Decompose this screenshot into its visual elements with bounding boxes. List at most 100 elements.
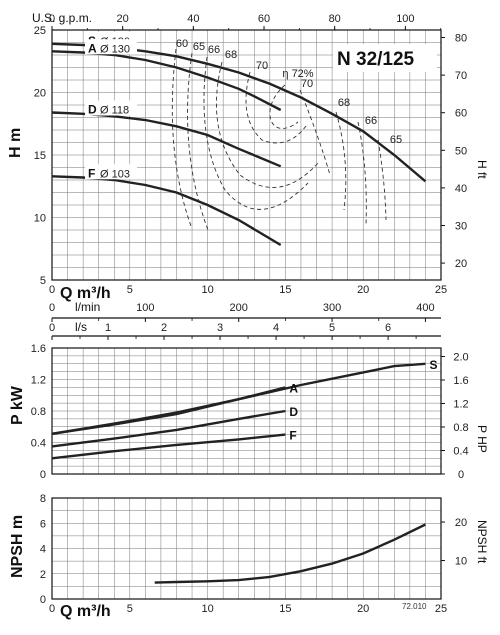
lmin-tick-label: 300 [323, 302, 341, 314]
power-curve-label-d: D [289, 405, 298, 419]
head-curve-d [51, 111, 282, 168]
curve-label-bg [85, 164, 137, 180]
power-y-tick-label: 0 [40, 469, 46, 481]
lmin-tick-label: 200 [230, 302, 248, 314]
curve-diameter-d: Ø 118 [100, 105, 129, 117]
lmin-axis-label: l/min [75, 300, 100, 314]
head-x-tick-label: 5 [127, 284, 133, 296]
npsh-x-tick-label: 15 [279, 603, 291, 615]
usgpm-tick-label: 100 [396, 13, 414, 25]
head-x-tick-label: 10 [201, 284, 213, 296]
ls-tick-label: 0 [49, 322, 55, 334]
hp-tick-label: 1.6 [453, 375, 468, 387]
head-axis-label-hft: H ft [475, 160, 489, 179]
power-tick-labels: 0 0.4 0.8 1.2 1.6 0 0.4 0.8 1.2 1.6 2.0 [31, 343, 469, 481]
lmin-tick-label: 100 [136, 302, 154, 314]
ls-tick-label: 4 [273, 322, 279, 334]
head-x-tick-label: 20 [357, 284, 369, 296]
hp-tick-label: 0 [458, 469, 464, 481]
power-curve-f [51, 433, 286, 460]
npsh-y-tick-label: 6 [40, 518, 46, 530]
efficiency-iso-curve [335, 111, 347, 211]
hp-tick-label: 0.8 [453, 422, 468, 434]
npsh-ft-tick-label: 20 [455, 517, 467, 529]
lmin-axis: 0 100 200 300 400 l/min [49, 300, 441, 322]
ls-axis-label: l/s [75, 320, 87, 334]
efficiency-iso-curve [377, 139, 387, 221]
head-plot-frame [51, 29, 442, 281]
ls-tick-label: 2 [161, 322, 167, 334]
efficiency-label: 70 [256, 60, 268, 72]
curve-label-bg [85, 39, 137, 55]
head-x-tick-label: 0 [49, 284, 55, 296]
power-axis-label-hp: P HP [475, 425, 489, 453]
usgpm-tick-label: 0 [49, 13, 55, 25]
efficiency-iso-curve [171, 48, 192, 227]
power-y-tick-label: 1.2 [31, 375, 46, 387]
head-axis-label-h: H m [7, 128, 24, 158]
power-curve-d [51, 409, 286, 448]
efficiency-iso-curve [269, 84, 299, 129]
npsh-x-tick-label: 5 [127, 603, 133, 615]
hft-tick-label: 60 [455, 108, 467, 120]
head-y-tick-label: 10 [34, 213, 46, 225]
efficiency-iso-curve [299, 89, 331, 176]
npsh-plot-frame [51, 497, 442, 600]
efficiency-label: 65 [390, 134, 402, 146]
npsh-ft-tick-label: 10 [455, 556, 467, 568]
efficiency-iso-curve [187, 52, 209, 231]
curve-label-bg [85, 100, 137, 116]
efficiency-iso-curve [215, 61, 319, 188]
efficiency-label: 68 [338, 97, 350, 109]
efficiency-label: 70 [301, 78, 313, 90]
npsh-x-tick-label: 25 [435, 603, 447, 615]
hft-tick-label: 40 [455, 183, 467, 195]
npsh-x-tick-label: 10 [201, 603, 213, 615]
head-y-tick-label: 20 [34, 88, 46, 100]
hft-tick-label: 30 [455, 220, 467, 232]
head-x-tick-label: 25 [435, 284, 447, 296]
power-plot-frame [51, 347, 442, 475]
hft-tick-label: 80 [455, 33, 467, 45]
lmin-tick-label: 0 [49, 302, 55, 314]
power-axis-label-kw: P kW [9, 385, 26, 425]
hp-tick-label: 0.4 [453, 446, 468, 458]
npsh-y-tick-label: 8 [40, 493, 46, 505]
lmin-tick-label: 400 [416, 302, 434, 314]
npsh-axis-label-m: NPSH m [9, 515, 26, 578]
ls-tick-label: 1 [105, 322, 111, 334]
curve-label-f: F [88, 166, 95, 180]
ls-tick-label: 6 [385, 322, 391, 334]
npsh-x-tick-label: 20 [357, 603, 369, 615]
efficiency-label: 68 [225, 49, 237, 61]
figure-code: 72.010 [402, 602, 427, 611]
curve-label-d: D [88, 103, 97, 117]
hft-tick-label: 20 [455, 258, 467, 270]
power-y-tick-label: 0.4 [31, 438, 46, 450]
efficiency-label: 66 [208, 44, 220, 56]
npsh-y-tick-label: 2 [40, 569, 46, 581]
power-grid [52, 348, 441, 474]
title-box [333, 44, 437, 72]
head-x-tick-label: 15 [279, 284, 291, 296]
curve-diameter-a: Ø 130 [100, 43, 130, 55]
npsh-y-tick-label: 4 [40, 544, 46, 556]
head-y-tick-label: 15 [34, 150, 46, 162]
power-curve-label-s: S [429, 358, 437, 372]
usgpm-tick-label: 20 [117, 13, 129, 25]
npsh-tick-labels: 0 2 4 6 8 0 5 10 15 20 25 10 20 [40, 493, 467, 615]
power-curves: S ADF [51, 358, 437, 460]
power-y-tick-label: 1.6 [31, 343, 46, 355]
hft-tick-label: 50 [455, 145, 467, 157]
efficiency-label: 60 [176, 38, 188, 50]
top-axis-label-usgpm: U.S. g.p.m. [32, 11, 92, 25]
hft-tick-label: 70 [455, 70, 467, 82]
npsh-panel: 0 2 4 6 8 0 5 10 15 20 25 10 20 NPSH m NPSH ft Q m³/… [9, 493, 489, 620]
chart-title: N 32/125 [337, 49, 415, 70]
efficiency-label: 66 [365, 115, 377, 127]
curve-diameter-f: Ø 103 [100, 168, 130, 180]
